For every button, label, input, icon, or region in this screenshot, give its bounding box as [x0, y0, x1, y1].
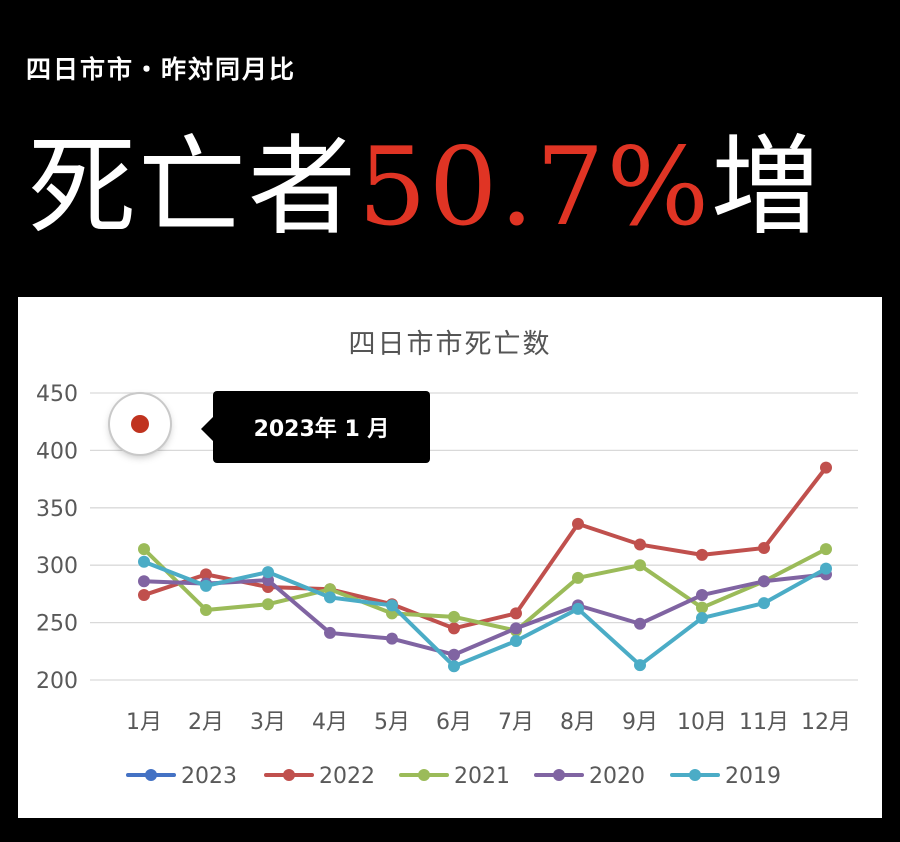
y-tick-label: 200 — [36, 669, 78, 694]
series-line-2019 — [142, 559, 828, 669]
data-point-2021 — [138, 543, 150, 556]
x-tick-label: 12月 — [801, 710, 851, 735]
data-point-2020 — [510, 622, 522, 635]
line-chart: 200 250 300 350 400 450 1月 2月 3月 4月 5月 6月 7月 8月 9月 10月 1… — [36, 382, 858, 789]
y-tick-label: 350 — [36, 497, 78, 522]
chart-title: 四日市市死亡数 — [348, 329, 552, 360]
data-point-2021 — [572, 571, 584, 584]
data-point-2022 — [634, 538, 646, 551]
data-point-2019 — [324, 591, 336, 604]
x-tick-label: 10月 — [677, 710, 727, 735]
x-tick-label: 3月 — [250, 710, 286, 735]
data-point-2020 — [634, 617, 646, 630]
headline-prefix: 死亡者 — [28, 125, 359, 250]
legend-marker-2023 — [145, 769, 157, 781]
x-tick-label: 5月 — [374, 710, 410, 735]
legend-label-2020: 2020 — [589, 764, 645, 789]
data-point-2021 — [200, 603, 212, 616]
headline: 死亡者50.7%増 — [28, 118, 821, 258]
data-point-2019 — [448, 660, 460, 673]
data-point-2021 — [634, 559, 646, 572]
data-point-2022 — [138, 589, 150, 602]
data-point-2021 — [448, 610, 460, 623]
x-tick-label: 4月 — [312, 710, 348, 735]
data-point-2020 — [448, 648, 460, 661]
legend-label-2019: 2019 — [725, 764, 781, 789]
data-point-2021 — [262, 598, 274, 611]
chart-panel: 200 250 300 350 400 450 1月 2月 3月 4月 5月 6月 7月 8月 9月 10月 1… — [18, 297, 882, 818]
y-tick-label: 400 — [36, 439, 78, 464]
data-point-2022 — [572, 517, 584, 530]
series-line-2022 — [142, 465, 828, 631]
data-point-2022 — [200, 568, 212, 581]
data-point-2019 — [138, 555, 150, 568]
data-point-2022 — [758, 541, 770, 554]
data-point-2021 — [820, 543, 832, 556]
data-point-2019 — [572, 602, 584, 615]
data-point-2020 — [324, 626, 336, 639]
x-tick-label: 8月 — [560, 710, 596, 735]
data-point-2019 — [200, 579, 212, 592]
data-point-2019 — [634, 659, 646, 672]
highlight-dot — [131, 415, 149, 433]
y-tick-label: 300 — [36, 554, 78, 579]
data-point-2019 — [510, 634, 522, 647]
x-tick-label: 7月 — [498, 710, 534, 735]
headline-value: 50.7% — [358, 125, 712, 250]
x-tick-label: 6月 — [436, 710, 472, 735]
data-point-2019 — [820, 562, 832, 575]
data-point-2021 — [696, 601, 708, 614]
y-tick-label: 450 — [36, 382, 78, 407]
data-point-2022 — [448, 622, 460, 635]
legend-label-2022: 2022 — [319, 764, 375, 789]
series-line-2020 — [142, 572, 828, 657]
x-tick-label: 2月 — [188, 710, 224, 735]
legend-marker-2019 — [689, 769, 701, 781]
x-tick-label: 9月 — [622, 710, 658, 735]
y-tick-label: 250 — [36, 612, 78, 637]
data-point-2022 — [696, 548, 708, 561]
highlight-marker[interactable] — [110, 394, 170, 454]
series-line-2021 — [142, 547, 828, 633]
x-tick-label: 1月 — [126, 710, 162, 735]
x-tick-label: 11月 — [739, 710, 789, 735]
data-point-2019 — [386, 599, 398, 612]
callout-tooltip: 2023年 1 月 — [201, 391, 430, 463]
legend-marker-2021 — [418, 769, 430, 781]
legend-label-2021: 2021 — [454, 764, 510, 789]
legend-label-2023: 2023 — [181, 764, 237, 789]
legend-marker-2022 — [283, 769, 295, 781]
data-point-2020 — [386, 632, 398, 645]
legend-marker-2020 — [553, 769, 565, 781]
data-point-2020 — [138, 575, 150, 588]
data-point-2020 — [696, 589, 708, 602]
subtitle: 四日市市・昨対同月比 — [26, 55, 297, 84]
data-point-2019 — [696, 612, 708, 625]
headline-suffix: 増 — [711, 125, 822, 250]
data-point-2019 — [262, 566, 274, 579]
data-point-2019 — [758, 597, 770, 610]
data-point-2022 — [820, 461, 832, 474]
data-point-2022 — [510, 607, 522, 620]
data-point-2020 — [758, 575, 770, 588]
